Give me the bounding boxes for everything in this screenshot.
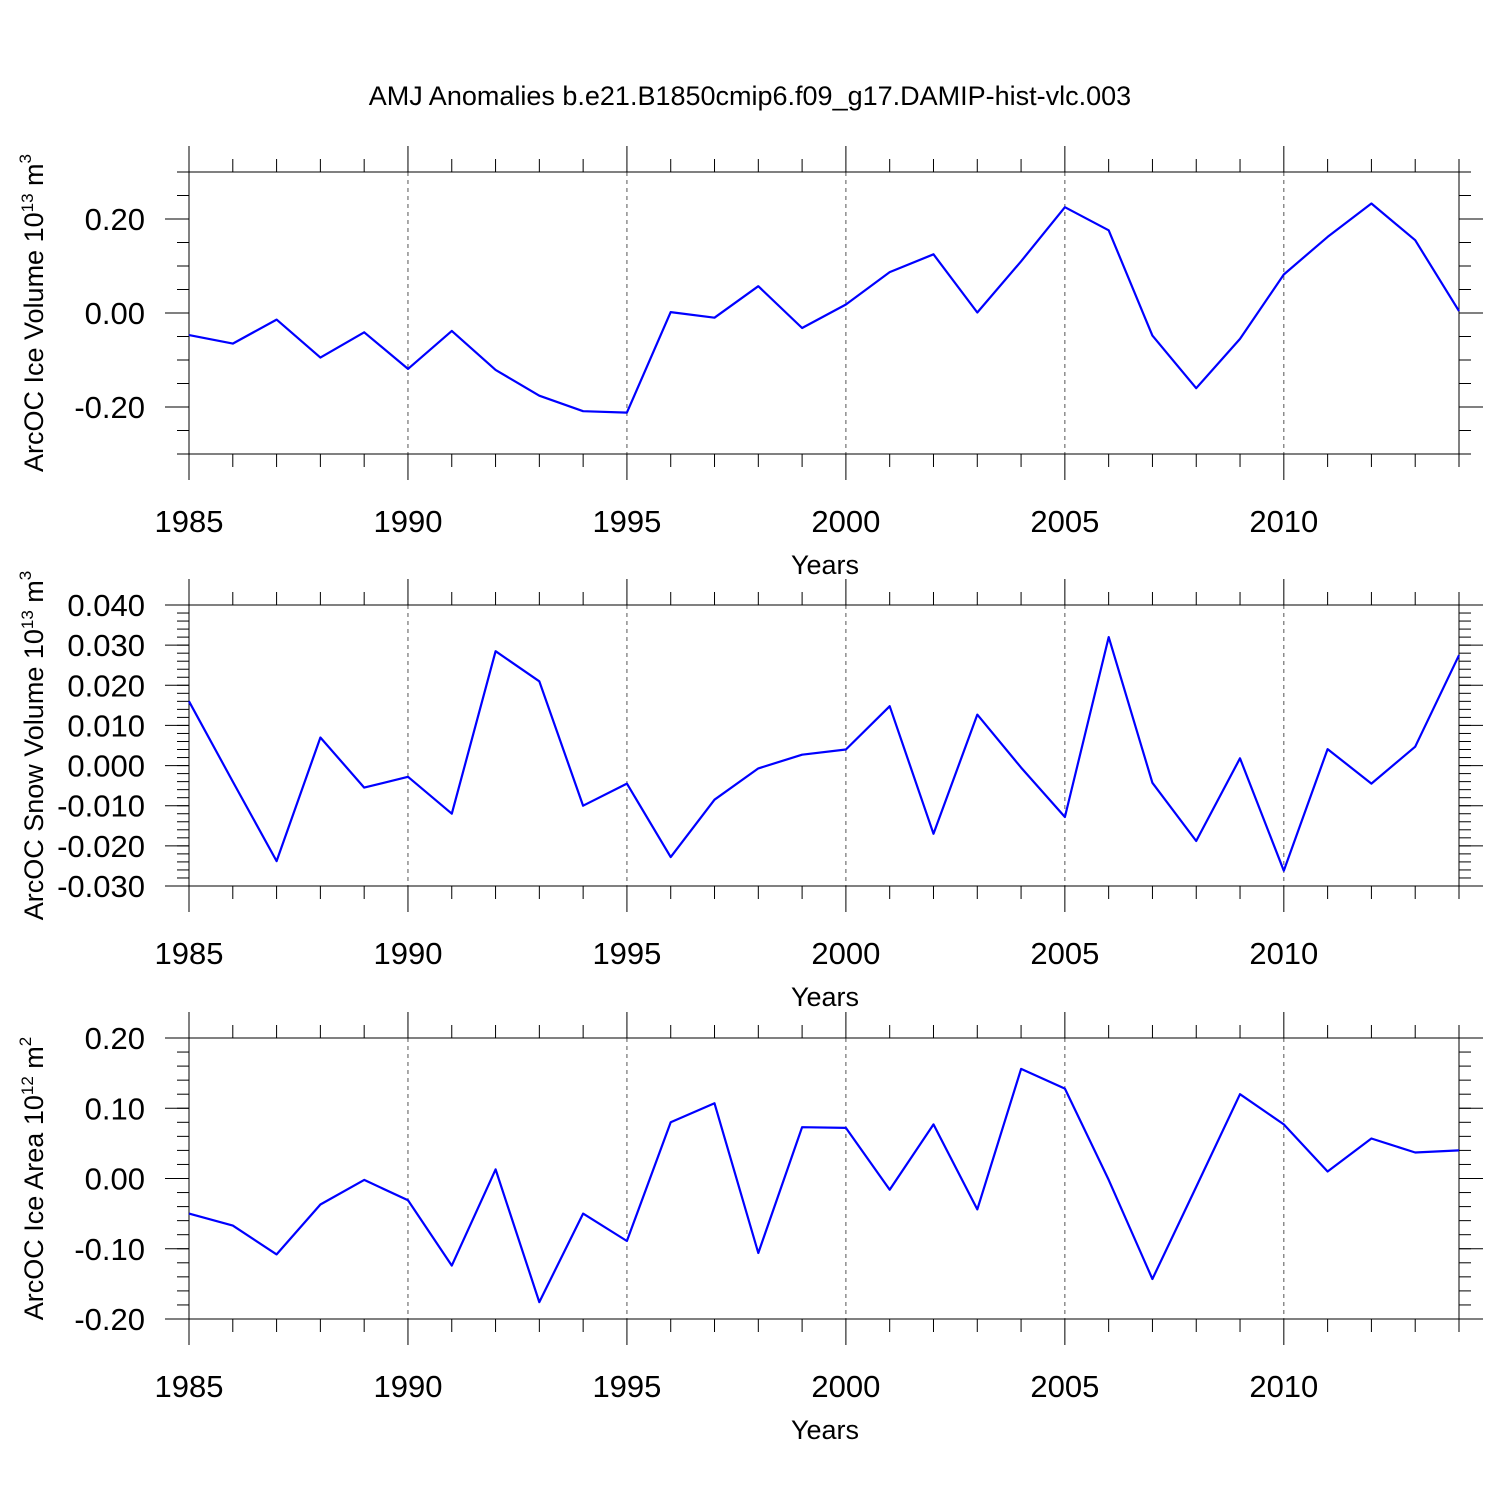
y-axis-title: ArcOC Snow Volume 1013 m3 bbox=[16, 571, 49, 921]
y-tick-label: -0.020 bbox=[57, 829, 145, 864]
plot-frame bbox=[188, 171, 1460, 455]
y-tick-label: 0.030 bbox=[67, 628, 145, 663]
plot-frame bbox=[188, 1037, 1460, 1320]
x-tick-label: 1990 bbox=[373, 936, 442, 971]
y-tick-label: 0.020 bbox=[67, 668, 145, 703]
x-tick-label: 1995 bbox=[592, 1369, 661, 1404]
x-tick-label: 1985 bbox=[155, 936, 224, 971]
x-tick-label: 2005 bbox=[1030, 936, 1099, 971]
y-tick-label: 0.10 bbox=[85, 1091, 145, 1126]
plot-frame bbox=[188, 604, 1460, 887]
y-axis-title: ArcOC Ice Area 1012 m2 bbox=[16, 1037, 49, 1321]
x-tick-label: 1995 bbox=[592, 504, 661, 539]
x-tick-label: 1990 bbox=[373, 1369, 442, 1404]
x-tick-label: 1985 bbox=[155, 504, 224, 539]
x-tick-label: 1985 bbox=[155, 1369, 224, 1404]
series-line bbox=[188, 202, 1460, 414]
panel-2: -0.030 -0.020 -0.010 0.000 0.010 0.020 0.030 0.… bbox=[16, 571, 1483, 1012]
x-tick-label: 2010 bbox=[1249, 504, 1318, 539]
x-tick-label: 2000 bbox=[811, 504, 880, 539]
panel-3: -0.20 -0.10 0.00 0.10 0.20 1985 1990 1995 2000 20… bbox=[16, 1012, 1483, 1445]
y-tick-label: -0.030 bbox=[57, 869, 145, 904]
panel-1: -0.20 0.00 0.20 1985 1990 1995 2000 2005 2010 Yea… bbox=[16, 146, 1483, 580]
series-line bbox=[188, 635, 1460, 872]
x-axis-title: Years bbox=[791, 1415, 859, 1445]
y-tick-label: 0.00 bbox=[85, 296, 145, 331]
y-tick-label: -0.010 bbox=[57, 789, 145, 824]
x-tick-label: 1990 bbox=[373, 504, 442, 539]
y-tick-label: -0.20 bbox=[74, 1302, 145, 1337]
x-tick-label: 2005 bbox=[1030, 1369, 1099, 1404]
y-tick-label: 0.010 bbox=[67, 708, 145, 743]
figure-title: AMJ Anomalies b.e21.B1850cmip6.f09_g17.D… bbox=[369, 81, 1131, 111]
y-axis-title: ArcOC Ice Volume 1013 m3 bbox=[16, 154, 49, 472]
series-line bbox=[188, 1067, 1460, 1304]
x-axis-title: Years bbox=[791, 982, 859, 1012]
y-tick-label: -0.10 bbox=[74, 1232, 145, 1267]
y-tick-label: 0.20 bbox=[85, 1021, 145, 1056]
x-tick-label: 2000 bbox=[811, 1369, 880, 1404]
y-tick-label: 0.00 bbox=[85, 1162, 145, 1197]
x-tick-label: 2010 bbox=[1249, 936, 1318, 971]
x-tick-label: 2005 bbox=[1030, 504, 1099, 539]
y-tick-label: -0.20 bbox=[74, 390, 145, 425]
y-tick-label: 0.040 bbox=[67, 588, 145, 623]
y-tick-label: 0.000 bbox=[67, 749, 145, 784]
x-tick-label: 1995 bbox=[592, 936, 661, 971]
x-axis-title: Years bbox=[791, 550, 859, 580]
x-tick-label: 2000 bbox=[811, 936, 880, 971]
y-tick-label: 0.20 bbox=[85, 202, 145, 237]
x-tick-label: 2010 bbox=[1249, 1369, 1318, 1404]
